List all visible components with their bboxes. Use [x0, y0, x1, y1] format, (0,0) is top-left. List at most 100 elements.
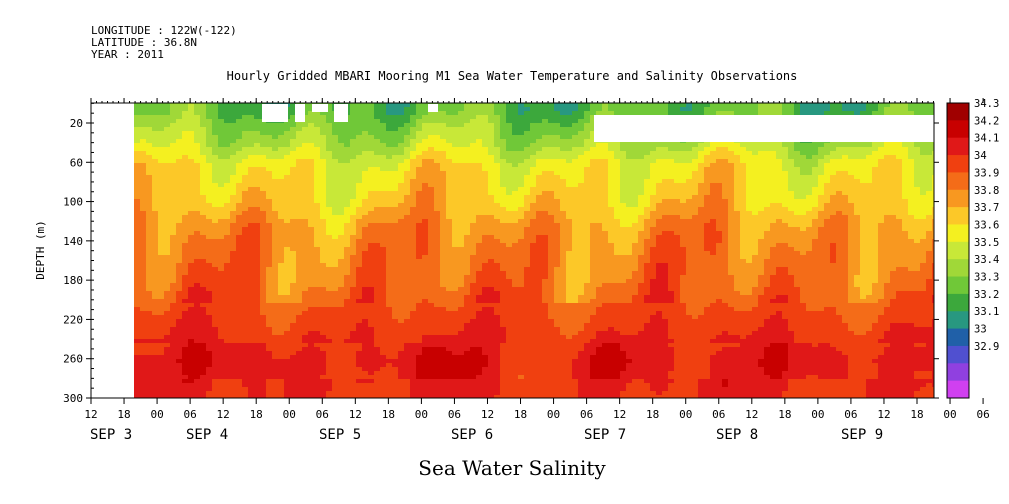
salinity-cell — [242, 167, 249, 172]
salinity-cell — [512, 155, 519, 160]
salinity-cell — [134, 279, 141, 284]
salinity-cell — [134, 319, 141, 324]
salinity-cell — [146, 167, 153, 172]
salinity-cell — [338, 287, 345, 292]
salinity-cell — [464, 303, 471, 308]
salinity-cell — [164, 255, 171, 260]
salinity-cell — [158, 371, 165, 376]
salinity-cell — [398, 167, 405, 172]
salinity-cell — [506, 171, 513, 176]
salinity-cell — [182, 179, 189, 184]
salinity-cell — [266, 247, 273, 252]
salinity-cell — [350, 295, 357, 300]
salinity-cell — [512, 299, 519, 304]
salinity-cell — [176, 311, 183, 316]
salinity-cell — [176, 247, 183, 252]
salinity-cell — [428, 135, 435, 140]
salinity-cell — [500, 127, 507, 132]
salinity-cell — [452, 303, 459, 308]
salinity-cell — [140, 319, 147, 324]
salinity-cell — [242, 307, 249, 312]
salinity-cell — [524, 183, 531, 188]
salinity-cell — [176, 259, 183, 264]
salinity-cell — [134, 271, 141, 276]
salinity-cell — [512, 287, 519, 292]
salinity-cell — [530, 195, 537, 200]
salinity-cell — [452, 159, 459, 164]
salinity-cell — [134, 359, 141, 364]
salinity-cell — [134, 299, 141, 304]
salinity-cell — [164, 355, 171, 360]
salinity-cell — [482, 127, 489, 132]
salinity-cell — [254, 259, 261, 264]
salinity-cell — [410, 191, 417, 196]
salinity-cell — [404, 231, 411, 236]
salinity-cell — [506, 311, 513, 316]
salinity-cell — [482, 355, 489, 360]
salinity-cell — [470, 223, 477, 228]
salinity-cell — [464, 131, 471, 136]
salinity-cell — [476, 255, 483, 260]
salinity-cell — [506, 123, 513, 128]
salinity-cell — [530, 303, 537, 308]
salinity-cell — [506, 115, 513, 120]
salinity-cell — [476, 163, 483, 168]
salinity-cell — [164, 199, 171, 204]
salinity-cell — [350, 167, 357, 172]
salinity-cell — [254, 191, 261, 196]
salinity-cell — [326, 199, 333, 204]
salinity-cell — [260, 147, 267, 152]
salinity-cell — [356, 163, 363, 168]
salinity-cell — [428, 155, 435, 160]
salinity-cell — [506, 191, 513, 196]
salinity-cell — [326, 259, 333, 264]
salinity-cell — [386, 151, 393, 156]
salinity-cell — [392, 359, 399, 364]
salinity-cell — [536, 179, 543, 184]
salinity-cell — [134, 159, 141, 164]
salinity-cell — [386, 147, 393, 152]
salinity-cell — [398, 187, 405, 192]
salinity-cell — [236, 363, 243, 368]
salinity-cell — [506, 219, 513, 224]
salinity-cell — [314, 307, 321, 312]
salinity-cell — [194, 111, 201, 116]
salinity-cell — [410, 355, 417, 360]
salinity-cell — [176, 103, 183, 108]
salinity-cell — [374, 199, 381, 204]
salinity-cell — [488, 211, 495, 216]
salinity-cell — [374, 351, 381, 356]
salinity-cell — [320, 311, 327, 316]
salinity-cell — [416, 343, 423, 348]
salinity-cell — [260, 395, 267, 398]
salinity-cell — [398, 391, 405, 396]
salinity-cell — [452, 231, 459, 236]
salinity-cell — [158, 223, 165, 228]
salinity-cell — [494, 355, 501, 360]
salinity-cell — [302, 275, 309, 280]
salinity-cell — [212, 351, 219, 356]
salinity-cell — [470, 271, 477, 276]
salinity-cell — [470, 159, 477, 164]
salinity-cell — [278, 323, 285, 328]
salinity-cell — [350, 371, 357, 376]
salinity-cell — [470, 135, 477, 140]
salinity-cell — [212, 383, 219, 388]
salinity-cell — [386, 283, 393, 288]
salinity-cell — [404, 215, 411, 220]
salinity-cell — [284, 283, 291, 288]
salinity-cell — [440, 227, 447, 232]
salinity-cell — [428, 295, 435, 300]
salinity-cell — [218, 175, 225, 180]
salinity-cell — [350, 283, 357, 288]
salinity-cell — [350, 279, 357, 284]
salinity-cell — [428, 303, 435, 308]
salinity-cell — [350, 263, 357, 268]
salinity-cell — [350, 379, 357, 384]
salinity-cell — [296, 143, 303, 148]
salinity-cell — [296, 267, 303, 272]
salinity-cell — [296, 391, 303, 396]
salinity-cell — [368, 339, 375, 344]
salinity-cell — [536, 119, 543, 124]
salinity-cell — [224, 203, 231, 208]
